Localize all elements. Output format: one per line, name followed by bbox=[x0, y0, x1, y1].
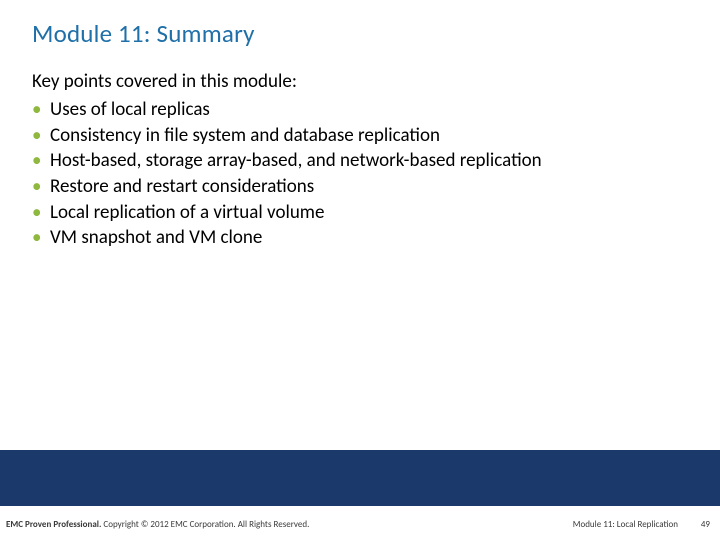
footer-page-number: 49 bbox=[701, 519, 710, 530]
bullet-list: Uses of local replicas Consistency in fi… bbox=[32, 97, 688, 251]
list-item: VM snapshot and VM clone bbox=[32, 225, 688, 251]
footer-module: Module 11: Local Replication bbox=[573, 519, 678, 530]
slide: Module 11: Summary Key points covered in… bbox=[0, 0, 720, 540]
slide-title: Module 11: Summary bbox=[32, 18, 255, 49]
intro-text: Key points covered in this module: bbox=[32, 70, 688, 93]
list-item: Restore and restart considerations bbox=[32, 174, 688, 200]
footer: EMC Proven Professional. Copyright © 201… bbox=[0, 506, 720, 540]
list-item: Consistency in file system and database … bbox=[32, 123, 688, 149]
slide-body: Key points covered in this module: Uses … bbox=[32, 70, 688, 251]
footer-copyright-text: Copyright © 2012 EMC Corporation. All Ri… bbox=[101, 519, 309, 530]
footer-brand: EMC Proven Professional. bbox=[6, 519, 101, 530]
list-item: Uses of local replicas bbox=[32, 97, 688, 123]
footer-bar bbox=[0, 450, 720, 506]
list-item: Local replication of a virtual volume bbox=[32, 200, 688, 226]
footer-copyright: EMC Proven Professional. Copyright © 201… bbox=[6, 519, 309, 530]
list-item: Host-based, storage array-based, and net… bbox=[32, 148, 688, 174]
